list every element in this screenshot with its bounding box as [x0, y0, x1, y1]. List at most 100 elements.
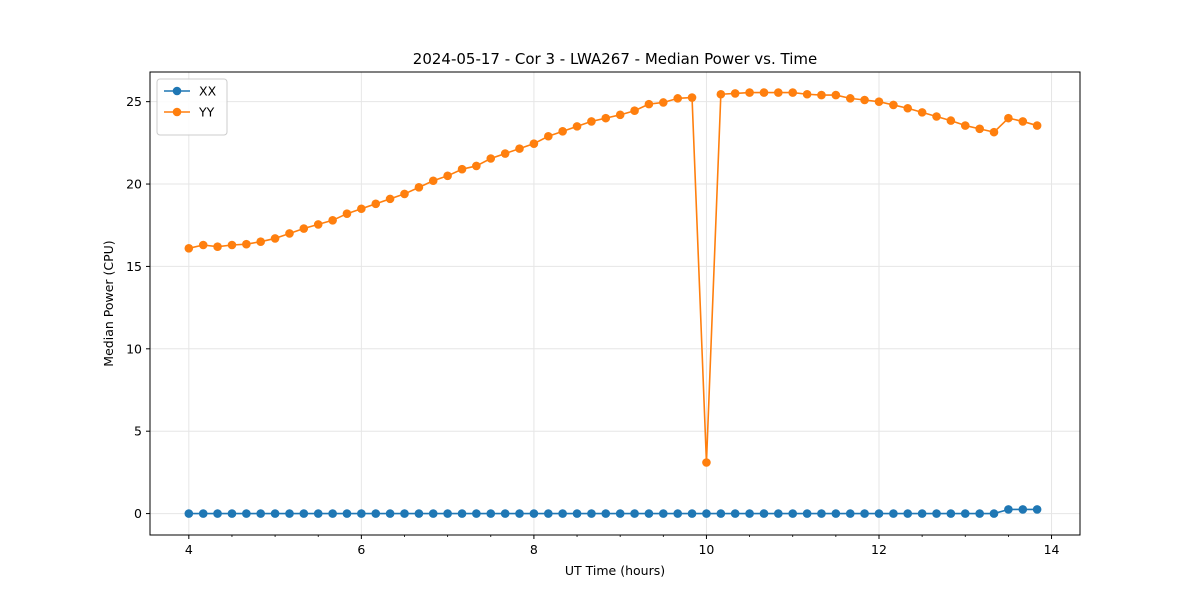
data-point-xx [946, 509, 956, 518]
data-point-yy [472, 161, 481, 171]
series-xx [184, 505, 1042, 518]
data-point-yy [544, 131, 553, 141]
x-tick-label: 6 [357, 542, 365, 557]
data-point-yy [917, 108, 927, 117]
data-point-yy [1004, 113, 1013, 123]
data-point-yy [601, 113, 611, 123]
data-point-yy [774, 88, 783, 97]
data-point-yy [889, 100, 898, 110]
x-tick-label: 4 [185, 542, 193, 557]
chart-title: 2024-05-17 - Cor 3 - LWA267 - Median Pow… [413, 50, 817, 68]
data-point-xx [544, 509, 553, 518]
data-point-xx [328, 509, 337, 518]
data-point-yy [759, 88, 769, 97]
data-point-xx [831, 509, 841, 518]
data-point-xx [860, 509, 869, 518]
data-point-yy [946, 116, 956, 125]
data-point-xx [702, 509, 711, 518]
data-point-yy [242, 239, 251, 249]
data-point-yy [529, 139, 539, 148]
data-point-xx [601, 509, 611, 518]
x-axis-label: UT Time (hours) [565, 563, 665, 578]
data-point-yy [932, 112, 941, 121]
data-point-xx [558, 509, 567, 518]
data-point-yy [630, 106, 639, 116]
data-point-xx [1018, 505, 1028, 514]
data-point-yy [357, 204, 366, 214]
data-point-xx [486, 509, 496, 518]
data-point-xx [759, 509, 769, 518]
data-point-xx [299, 509, 309, 518]
data-point-xx [745, 509, 754, 518]
data-point-yy [860, 95, 869, 105]
data-point-xx [500, 509, 510, 518]
data-point-xx [198, 509, 208, 518]
data-point-xx [400, 509, 409, 518]
data-point-yy [687, 93, 697, 102]
data-point-xx [443, 509, 452, 518]
y-tick-label: 20 [126, 177, 142, 192]
legend-label: YY [198, 105, 215, 120]
data-point-yy [587, 117, 596, 126]
y-tick-label: 10 [126, 341, 142, 356]
data-point-xx [960, 509, 970, 518]
data-point-yy [845, 94, 855, 103]
data-point-yy [457, 164, 467, 174]
legend-box [156, 78, 228, 136]
data-point-xx [932, 509, 941, 518]
data-point-xx [242, 509, 251, 518]
data-point-yy [903, 103, 913, 113]
data-point-yy [831, 90, 841, 100]
data-point-xx [270, 509, 280, 518]
data-point-xx [673, 509, 683, 518]
data-point-yy [198, 240, 208, 250]
data-point-yy [874, 97, 884, 106]
data-point-xx [687, 509, 697, 518]
data-point-yy [975, 124, 984, 134]
data-point-yy [989, 127, 999, 137]
data-point-xx [285, 509, 294, 518]
series-yy [184, 88, 1042, 467]
data-point-yy [428, 176, 438, 186]
data-point-xx [774, 509, 783, 518]
data-point-yy [299, 224, 309, 233]
data-point-yy [313, 220, 323, 229]
data-point-yy [342, 209, 352, 218]
data-point-xx [874, 509, 884, 518]
data-point-xx [357, 509, 366, 518]
data-point-yy [515, 144, 524, 153]
data-point-xx [342, 509, 352, 518]
data-point-yy [745, 88, 754, 97]
data-point-xx [587, 509, 596, 518]
data-point-yy [285, 229, 294, 238]
data-point-yy [256, 237, 265, 247]
x-tick-label: 10 [698, 542, 714, 557]
data-point-yy [400, 189, 409, 199]
y-tick-label: 15 [126, 259, 142, 274]
data-point-yy [615, 110, 625, 120]
data-point-xx [817, 509, 826, 518]
data-point-xx [630, 509, 639, 518]
data-point-yy [371, 199, 381, 209]
data-point-yy [486, 154, 496, 163]
legend-marker [172, 107, 182, 117]
data-point-xx [615, 509, 625, 518]
data-point-xx [213, 509, 222, 518]
data-point-xx [845, 509, 855, 518]
legend-marker [172, 86, 182, 96]
data-point-yy [659, 98, 668, 107]
data-point-xx [227, 509, 237, 518]
data-point-xx [802, 509, 812, 518]
data-point-yy [960, 121, 970, 130]
data-point-xx [917, 509, 927, 518]
data-point-yy [1032, 121, 1042, 130]
data-point-xx [515, 509, 524, 518]
data-point-xx [975, 509, 984, 518]
data-point-yy [385, 194, 395, 204]
data-point-yy [558, 127, 567, 136]
data-point-xx [903, 509, 913, 518]
data-point-xx [1004, 505, 1013, 514]
data-point-xx [730, 509, 740, 518]
data-point-yy [716, 89, 726, 99]
